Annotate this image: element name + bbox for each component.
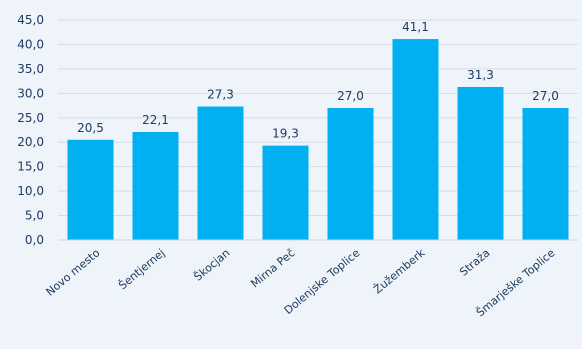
y-tick-label: 25,0 <box>17 111 44 125</box>
bar-2 <box>197 106 244 241</box>
category-label: Straža <box>457 246 492 279</box>
category-label: Mirna Peč <box>248 246 297 290</box>
category-label: Žužemberk <box>371 246 428 296</box>
bar-5 <box>392 39 439 240</box>
bar-7 <box>522 108 569 240</box>
y-tick-label: 35,0 <box>17 62 44 76</box>
data-label: 27,0 <box>532 89 559 103</box>
data-label: 41,1 <box>402 20 429 34</box>
bar-4 <box>327 108 374 240</box>
bar-1 <box>132 131 179 240</box>
y-tick-label: 20,0 <box>17 135 44 149</box>
y-tick-label: 10,0 <box>17 184 44 198</box>
bar-6 <box>457 86 504 240</box>
data-label: 27,3 <box>207 88 234 102</box>
data-label: 20,5 <box>77 121 104 135</box>
data-label: 31,3 <box>467 68 494 82</box>
y-tick-label: 40,0 <box>17 37 44 51</box>
y-tick-label: 5,0 <box>25 209 44 223</box>
y-tick-label: 15,0 <box>17 160 44 174</box>
y-tick-label: 0,0 <box>25 233 44 247</box>
category-label: Novo mesto <box>44 246 103 299</box>
bar-3 <box>262 145 309 240</box>
data-label: 27,0 <box>337 89 364 103</box>
category-label: Šentjernej <box>116 246 167 292</box>
category-label: Škocjan <box>192 246 233 283</box>
data-label: 22,1 <box>142 113 169 127</box>
data-label: 19,3 <box>272 127 299 141</box>
y-tick-label: 30,0 <box>17 86 44 100</box>
y-tick-label: 45,0 <box>17 13 44 27</box>
bar-0 <box>67 139 114 240</box>
